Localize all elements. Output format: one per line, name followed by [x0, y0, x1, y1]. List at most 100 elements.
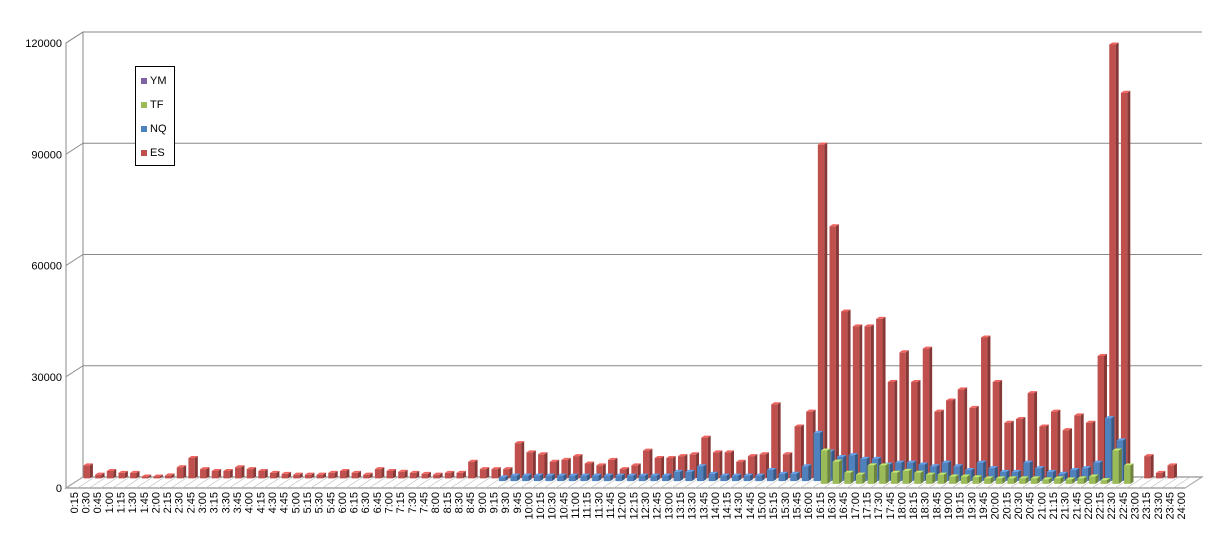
x-tick-label: 17:15 — [861, 492, 873, 520]
bar-side — [497, 467, 501, 479]
bar-es — [829, 224, 839, 479]
bar-top — [844, 470, 854, 473]
bar-side — [1130, 463, 1134, 484]
bar-side — [1080, 413, 1084, 479]
bar-front — [1104, 418, 1112, 482]
bar-front — [685, 471, 692, 482]
floor-gridline — [65, 476, 84, 489]
bar-top — [918, 462, 928, 465]
bar-front — [662, 475, 669, 482]
bar-top — [188, 455, 198, 458]
bar-front — [941, 462, 949, 482]
bar-front — [914, 472, 921, 484]
legend-label-nq: NQ — [150, 123, 167, 135]
bar-front — [1039, 426, 1046, 479]
bar-front — [246, 469, 254, 479]
bar-side — [975, 405, 979, 479]
bar-front — [503, 469, 510, 479]
bar-top — [1144, 454, 1154, 457]
bar-front — [223, 470, 230, 479]
bar-front — [720, 475, 727, 482]
bar-side — [964, 387, 968, 479]
bar-top — [1116, 438, 1127, 441]
bar-side — [940, 409, 944, 479]
bar-side — [1057, 409, 1061, 479]
bar-side — [171, 473, 175, 479]
bar-tf — [1124, 463, 1134, 484]
bar-es — [724, 450, 735, 479]
bar-top — [421, 471, 431, 474]
bar-side — [621, 473, 625, 482]
bar-top — [619, 467, 630, 470]
floor-gridline — [403, 476, 422, 489]
bar-top — [673, 469, 684, 472]
bar-side — [1029, 460, 1033, 482]
bar-front — [957, 389, 965, 479]
x-tick-label: 18:30 — [920, 492, 932, 520]
bar-side — [777, 402, 781, 479]
bar-front — [972, 477, 979, 484]
bar-front — [522, 475, 529, 482]
bar-side — [773, 468, 777, 482]
bar-es — [771, 402, 781, 479]
bar-top — [841, 309, 851, 312]
bar-tf — [890, 470, 901, 484]
floor-gridline — [275, 476, 293, 489]
bar-front — [708, 473, 716, 482]
y-tick-label: 0 — [56, 483, 62, 495]
x-tick-label: 12:45 — [652, 492, 664, 520]
bar-side — [994, 466, 998, 482]
bar-es — [130, 470, 140, 479]
bar-es — [654, 455, 665, 479]
x-tick-label: 5:30 — [314, 492, 326, 513]
x-tick-label: 6:45 — [372, 492, 384, 513]
bar-front — [200, 469, 207, 479]
bar-top — [946, 398, 956, 401]
bar-front — [736, 461, 743, 479]
bar-top — [615, 473, 625, 476]
x-tick-label: 2:30 — [174, 492, 186, 513]
bar-front — [188, 457, 195, 479]
bar-top — [685, 469, 695, 472]
bar-top — [1155, 470, 1166, 473]
bar-es — [1027, 391, 1038, 479]
bar-front — [820, 450, 828, 484]
bar-top — [902, 468, 913, 471]
bar-front — [1100, 480, 1108, 484]
bar-top — [409, 470, 420, 473]
bar-es — [374, 467, 385, 479]
x-tick-label: 14:45 — [745, 492, 757, 520]
bar-es — [1144, 454, 1154, 479]
bar-es — [398, 469, 408, 479]
x-tick-label: 18:15 — [908, 492, 920, 520]
bar-top — [771, 402, 781, 405]
bar-top — [549, 459, 560, 462]
bar-es — [106, 468, 117, 479]
x-tick-label: 13:00 — [663, 492, 675, 520]
bar-nq — [580, 473, 590, 482]
bar-front — [153, 476, 160, 479]
bar-front — [328, 472, 335, 479]
bar-top — [1023, 460, 1033, 463]
x-tick-label: 9:15 — [488, 492, 500, 513]
bar-front — [937, 474, 944, 484]
bar-front — [1007, 478, 1014, 484]
bar-top — [386, 468, 396, 471]
bar-top — [890, 470, 901, 473]
bar-es — [83, 463, 93, 479]
bar-front — [304, 474, 312, 479]
bar-tf — [879, 463, 889, 484]
bar-side — [598, 473, 602, 482]
floor-gridline — [427, 476, 445, 489]
legend-swatch-nq — [141, 126, 147, 132]
bar-side — [691, 469, 695, 482]
bar-es — [608, 457, 618, 479]
bar-front — [638, 475, 646, 482]
bar-front — [813, 432, 821, 482]
bar-front — [1155, 472, 1163, 479]
bar-side — [839, 459, 843, 484]
bar-front — [538, 454, 545, 479]
bar-front — [549, 461, 557, 479]
bar-front — [386, 470, 393, 479]
bar-side — [917, 379, 921, 479]
